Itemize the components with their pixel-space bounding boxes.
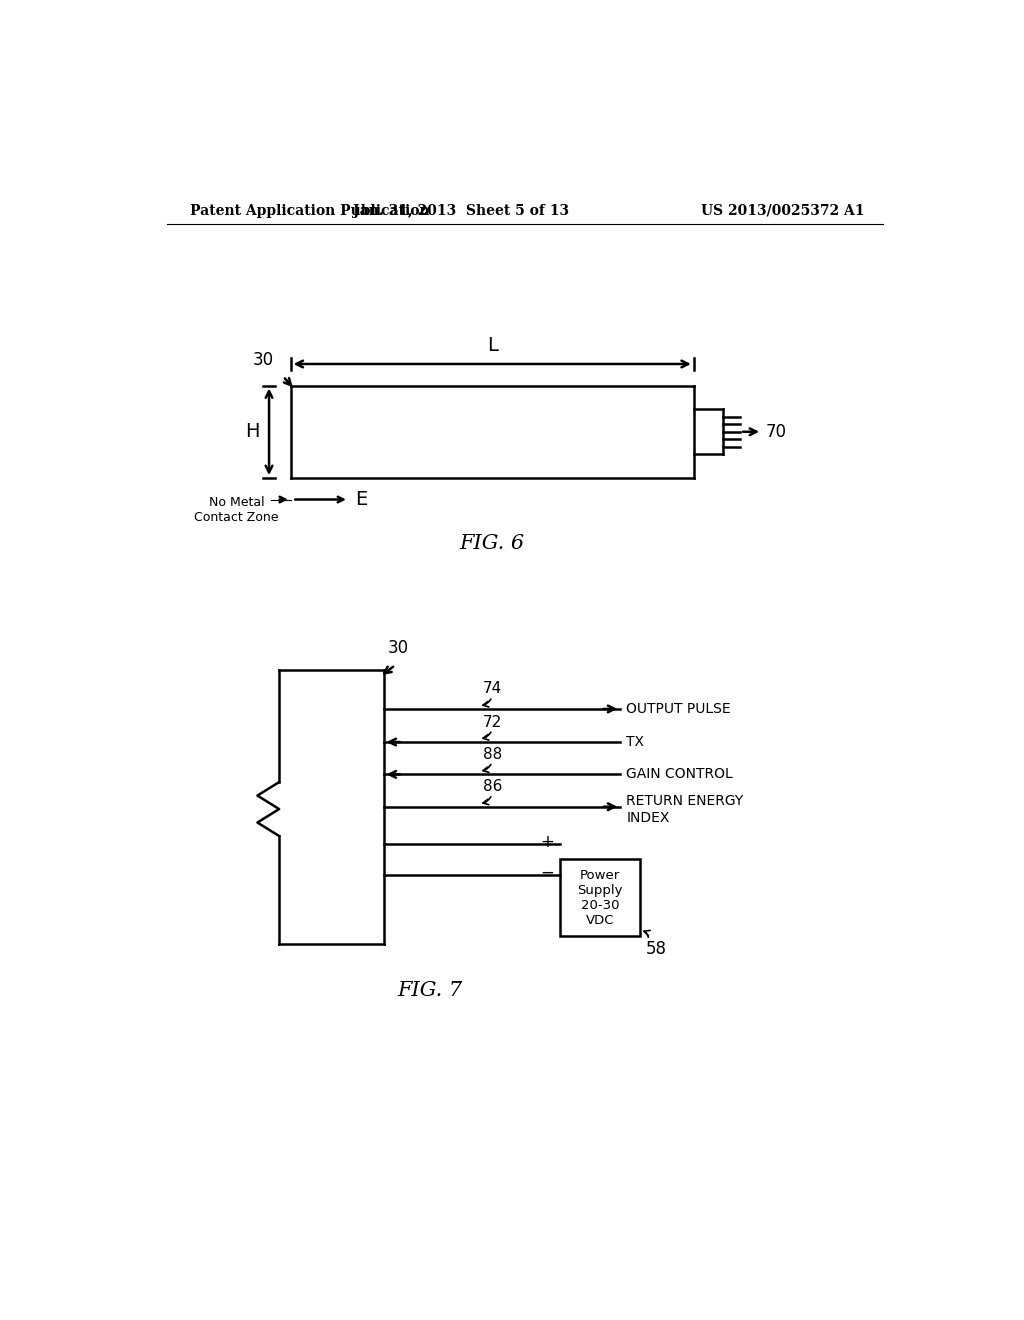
Text: 30: 30 bbox=[388, 639, 409, 657]
Text: Power
Supply
20-30
VDC: Power Supply 20-30 VDC bbox=[578, 869, 623, 927]
Text: No Metal
Contact Zone: No Metal Contact Zone bbox=[195, 496, 279, 524]
Text: H: H bbox=[246, 422, 260, 441]
Text: L: L bbox=[486, 335, 498, 355]
Text: 30: 30 bbox=[253, 351, 273, 368]
Text: 86: 86 bbox=[482, 779, 502, 795]
Text: 88: 88 bbox=[482, 747, 502, 762]
Text: FIG. 6: FIG. 6 bbox=[460, 533, 525, 553]
Text: 58: 58 bbox=[646, 940, 667, 958]
Text: US 2013/0025372 A1: US 2013/0025372 A1 bbox=[700, 203, 864, 218]
Text: −: − bbox=[541, 865, 554, 882]
Text: FIG. 7: FIG. 7 bbox=[397, 981, 463, 999]
Text: 74: 74 bbox=[482, 681, 502, 697]
Text: 72: 72 bbox=[482, 714, 502, 730]
Text: E: E bbox=[355, 490, 368, 510]
Text: INDEX: INDEX bbox=[627, 810, 670, 825]
Text: 70: 70 bbox=[766, 422, 786, 441]
Bar bbox=[560, 859, 640, 936]
Text: Patent Application Publication: Patent Application Publication bbox=[190, 203, 430, 218]
Text: TX: TX bbox=[627, 735, 644, 748]
Text: +: + bbox=[541, 833, 554, 851]
Text: RETURN ENERGY: RETURN ENERGY bbox=[627, 793, 743, 808]
Text: OUTPUT PULSE: OUTPUT PULSE bbox=[627, 702, 731, 715]
Text: Jan. 31, 2013  Sheet 5 of 13: Jan. 31, 2013 Sheet 5 of 13 bbox=[353, 203, 569, 218]
Text: GAIN CONTROL: GAIN CONTROL bbox=[627, 767, 733, 781]
